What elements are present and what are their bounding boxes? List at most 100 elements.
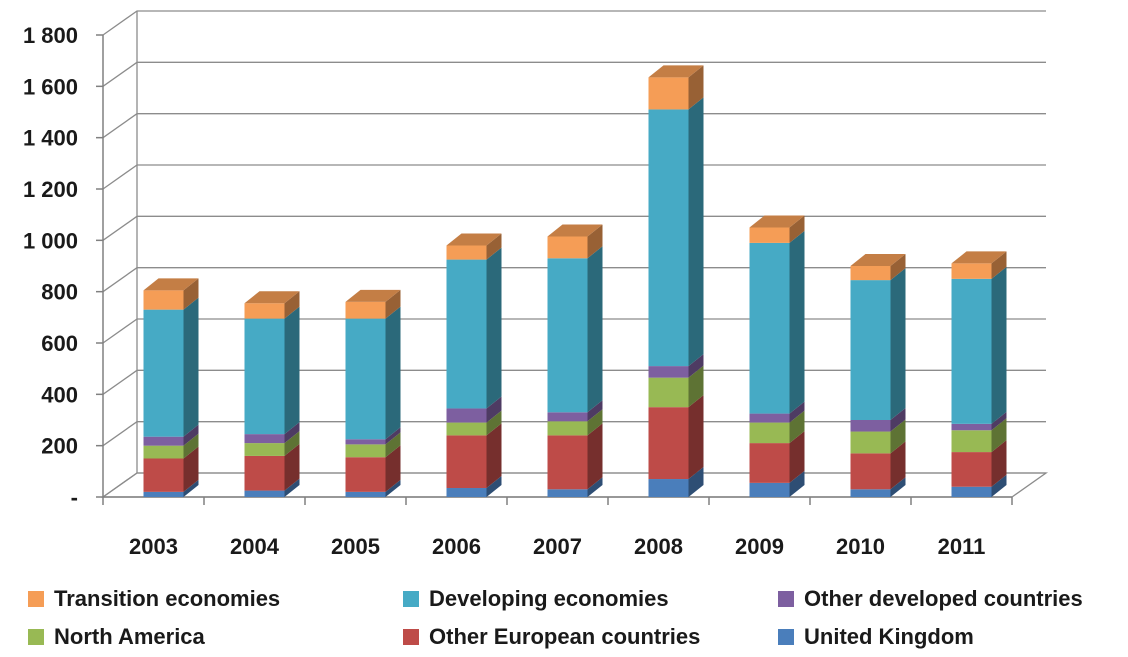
x-tick-label: 2010	[836, 534, 885, 559]
bar-side-united-kingdom-2003	[183, 479, 199, 497]
bar-side-other-european-countries-2010	[890, 441, 906, 490]
bar-other-european-countries-2010	[850, 453, 891, 490]
bar-side-transition-economies-2008	[688, 65, 704, 110]
bar-side-north-america-2009	[789, 410, 805, 444]
legend-swatch-developing-economies	[403, 591, 419, 607]
bar-developing-economies-2006	[446, 259, 487, 409]
bar-other-european-countries-2007	[547, 435, 588, 490]
legend-swatch-other-developed-countries	[778, 591, 794, 607]
x-tick-label: 2007	[533, 534, 582, 559]
legend-item-north-america: North America	[28, 620, 205, 654]
y-tick-label: 800	[41, 280, 78, 305]
legend-label: United Kingdom	[804, 624, 974, 649]
bar-developing-economies-2009	[749, 242, 790, 414]
bar-other-european-countries-2006	[446, 435, 487, 489]
bar-united-kingdom-2009	[749, 482, 790, 497]
bar-developing-economies-2005	[345, 318, 386, 440]
bar-top-2010	[850, 254, 906, 266]
legend-item-developing-economies: Developing economies	[403, 582, 669, 616]
bar-other-developed-countries-2011	[951, 423, 992, 431]
bar-side-other-european-countries-2004	[284, 443, 300, 491]
bar-top-2011	[951, 251, 1007, 264]
bar-side-united-kingdom-2004	[284, 478, 300, 497]
bar-side-developing-economies-2006	[486, 247, 502, 409]
bar-side-north-america-2004	[284, 431, 300, 456]
x-tick-label: 2006	[432, 534, 481, 559]
bar-side-other-european-countries-2003	[183, 446, 199, 492]
legend-swatch-transition-economies	[28, 591, 44, 607]
bar-side-transition-economies-2009	[789, 215, 805, 243]
legend-swatch-united-kingdom	[778, 629, 794, 645]
bar-side-other-developed-countries-2005	[385, 427, 401, 445]
bar-side-other-developed-countries-2007	[587, 400, 603, 422]
bar-other-developed-countries-2006	[446, 408, 487, 423]
x-tick-label: 2008	[634, 534, 683, 559]
bar-side-other-developed-countries-2008	[688, 354, 704, 378]
bar-united-kingdom-2004	[244, 490, 285, 497]
bar-side-transition-economies-2011	[991, 251, 1007, 279]
bar-side-developing-economies-2003	[183, 297, 199, 437]
bar-developing-economies-2011	[951, 278, 992, 424]
legend-label: North America	[54, 624, 205, 649]
bar-top-2008	[648, 65, 704, 78]
bar-side-developing-economies-2004	[284, 306, 300, 435]
bar-top-2003	[143, 278, 199, 291]
bar-side-united-kingdom-2007	[587, 477, 603, 497]
legend-item-transition-economies: Transition economies	[28, 582, 280, 616]
y-tick-label: 1 000	[23, 228, 78, 253]
bar-north-america-2009	[749, 422, 790, 444]
bar-united-kingdom-2007	[547, 489, 588, 497]
legend: Transition economies Developing economie…	[0, 576, 1128, 656]
bar-united-kingdom-2011	[951, 486, 992, 497]
bar-other-european-countries-2011	[951, 452, 992, 487]
bar-side-transition-economies-2004	[284, 291, 300, 319]
bar-transition-economies-2011	[951, 263, 992, 279]
bar-top-2005	[345, 289, 401, 302]
bar-side-united-kingdom-2005	[385, 479, 401, 497]
bar-side-other-developed-countries-2011	[991, 411, 1007, 431]
x-tick-label: 2003	[129, 534, 178, 559]
x-tick-label: 2009	[735, 534, 784, 559]
bar-developing-economies-2004	[244, 318, 285, 435]
y-tick-label: 600	[41, 331, 78, 356]
legend-label: Transition economies	[54, 586, 281, 611]
bar-side-other-developed-countries-2004	[284, 422, 300, 444]
bar-other-european-countries-2009	[749, 443, 790, 483]
bar-side-other-european-countries-2011	[991, 440, 1007, 487]
bar-other-developed-countries-2008	[648, 366, 689, 378]
y-tick-label: 1 800	[23, 23, 78, 48]
gridline	[102, 61, 1046, 87]
legend-label: Other developed countries	[804, 586, 1083, 611]
bar-side-united-kingdom-2009	[789, 470, 805, 497]
bar-transition-economies-2003	[143, 290, 184, 310]
legend-label: Other European countries	[429, 624, 701, 649]
bar-north-america-2008	[648, 377, 689, 408]
bar-top-2006	[446, 233, 502, 246]
bar-north-america-2010	[850, 431, 891, 454]
bar-transition-economies-2005	[345, 301, 386, 319]
bar-united-kingdom-2005	[345, 491, 386, 497]
bar-transition-economies-2006	[446, 245, 487, 260]
bar-side-north-america-2005	[385, 432, 401, 458]
bar-side-other-european-countries-2008	[688, 395, 704, 480]
bar-side-developing-economies-2009	[789, 230, 805, 414]
bar-side-other-european-countries-2009	[789, 431, 805, 483]
bar-side-united-kingdom-2008	[688, 467, 704, 497]
bar-north-america-2005	[345, 444, 386, 458]
bar-side-north-america-2011	[991, 418, 1007, 453]
bar-side-north-america-2003	[183, 433, 199, 459]
bar-top-2004	[244, 291, 300, 304]
bar-other-developed-countries-2005	[345, 439, 386, 445]
bar-developing-economies-2007	[547, 258, 588, 413]
bar-side-other-european-countries-2005	[385, 445, 401, 492]
bar-side-transition-economies-2006	[486, 233, 502, 260]
bar-side-other-developed-countries-2006	[486, 396, 502, 423]
bar-top-2009	[749, 215, 805, 228]
bar-developing-economies-2010	[850, 280, 891, 420]
y-tick-label: -	[71, 485, 78, 510]
bar-transition-economies-2004	[244, 303, 285, 319]
bar-other-developed-countries-2007	[547, 412, 588, 422]
bar-side-united-kingdom-2010	[890, 477, 906, 497]
bar-side-other-european-countries-2007	[587, 423, 603, 490]
legend-item-other-european-countries: Other European countries	[403, 620, 700, 654]
